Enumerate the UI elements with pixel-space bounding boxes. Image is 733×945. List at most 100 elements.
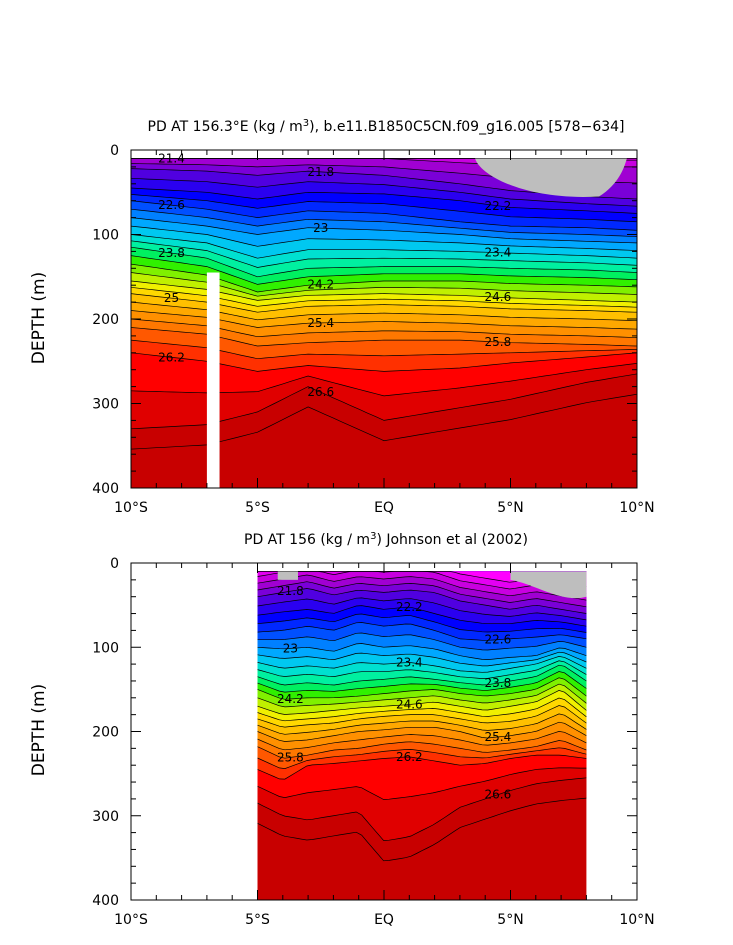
contour-26.6 (257, 777, 587, 841)
contour-label-26.6: 26.6 (484, 788, 511, 802)
contour-22.0 (130, 177, 638, 207)
contour-23.4 (257, 656, 587, 673)
contour-25.8 (257, 740, 587, 759)
x-tick-label: 5°S (245, 500, 270, 516)
missing-patch (475, 158, 627, 197)
panel2-title: PD AT 156 (kg / m3) Johnson et al (2002) (244, 531, 528, 548)
contour-23.2 (257, 651, 587, 667)
contour-label-21.8: 21.8 (307, 165, 334, 179)
contour-label-26.2: 26.2 (158, 350, 185, 364)
contour-label-24.6: 24.6 (396, 698, 423, 712)
panel2-mask (277, 571, 587, 599)
contour-label-22.6: 22.6 (158, 198, 185, 212)
contour-22.6 (257, 622, 587, 641)
contour-label-24.6: 24.6 (484, 290, 511, 304)
contour-label-21.4: 21.4 (158, 151, 185, 165)
x-tick-label: 5°S (245, 912, 270, 928)
x-tick-label: 10°N (619, 500, 654, 516)
contour-label-25.4: 25.4 (307, 316, 334, 330)
contour-25.4 (257, 721, 587, 742)
contour-25.6 (257, 731, 587, 751)
panel2-fill (257, 571, 587, 900)
contour-label-25: 25 (164, 291, 179, 305)
contour-label-21.8: 21.8 (277, 584, 304, 598)
contour-24.0 (130, 255, 638, 285)
panel-model: PD AT 156.3°E (kg / m3), b.e11.B1850C5CN… (29, 118, 655, 516)
contour-23.8 (257, 664, 587, 686)
contour-23.6 (130, 240, 638, 268)
x-tick-label: 5°N (497, 500, 523, 516)
missing-patch-small (277, 571, 298, 580)
contour-label-22.6: 22.6 (484, 633, 511, 647)
contour-label-23.4: 23.4 (484, 246, 511, 260)
contour-label-25.8: 25.8 (484, 335, 511, 349)
contour-25.0 (257, 705, 587, 728)
x-tick-label: 10°S (114, 500, 148, 516)
contour-23.6 (257, 660, 587, 679)
contour-label-22.2: 22.2 (396, 600, 423, 614)
contour-22.0 (257, 597, 587, 621)
contour-24.6 (257, 690, 587, 715)
contour-22.4 (130, 194, 638, 223)
contour-23.8 (130, 246, 638, 278)
panel2-contour-labels: 21.8 22.2 22.6 23 23.4 23.8 24.2 24.6 25.4 25.8 26… (277, 584, 511, 801)
y-tick-label: 200 (92, 725, 119, 741)
y-tick-label: 400 (92, 893, 119, 909)
contour-21.4 (257, 574, 587, 601)
contour-26.0 (257, 747, 587, 769)
contour-26.8 (257, 797, 587, 862)
x-tick-label: EQ (374, 500, 394, 516)
contour-22.4 (257, 613, 587, 633)
panel1-contour-labels: 21.4 21.8 22.2 22.6 23 23.4 23.8 24.2 24.6 25 25.4… (158, 151, 511, 399)
contour-label-23: 23 (313, 221, 328, 235)
panel1-mask (206, 158, 627, 488)
fill-band-21.0 (257, 571, 587, 587)
x-tick-label: 5°N (497, 912, 523, 928)
contour-23.4 (130, 234, 638, 259)
panel2-axes: 0 100 200 300 400 10°S 5°S EQ 5°N 10°N (92, 556, 654, 928)
contour-24.8 (257, 697, 587, 722)
panel1-axes: 0 100 200 300 400 10°S 5°S EQ 5°N 10°N (92, 143, 654, 516)
panel1-ylabel: DEPTH (m) (29, 272, 49, 364)
contour-24.0 (257, 671, 587, 693)
y-tick-label: 100 (92, 228, 119, 244)
y-tick-label: 400 (92, 481, 119, 497)
y-tick-label: 200 (92, 312, 119, 328)
contour-label-25.4: 25.4 (484, 730, 511, 744)
contour-label-23: 23 (283, 641, 298, 655)
x-tick-label: EQ (374, 912, 394, 928)
contour-24.2 (257, 677, 587, 700)
x-tick-label: 10°S (114, 912, 148, 928)
contour-24.4 (257, 683, 587, 708)
y-tick-label: 100 (92, 640, 119, 656)
contour-23.0 (257, 643, 587, 660)
y-tick-label: 300 (92, 397, 119, 413)
y-tick-label: 300 (92, 809, 119, 825)
contour-label-22.2: 22.2 (484, 199, 511, 213)
contour-21.8 (257, 588, 587, 614)
contour-23.2 (130, 225, 638, 251)
contour-21.6 (257, 581, 587, 608)
panel2-contours (257, 571, 587, 862)
contour-label-23.8: 23.8 (158, 246, 185, 260)
contour-22.2 (130, 187, 638, 214)
x-tick-label: 10°N (619, 912, 654, 928)
y-tick-label: 0 (110, 556, 119, 572)
contour-label-26.6: 26.6 (307, 385, 334, 399)
contour-25.2 (257, 713, 587, 735)
contour-26.2 (257, 754, 587, 780)
missing-column (206, 272, 220, 488)
contour-22.8 (257, 632, 587, 651)
contour-23.0 (130, 217, 638, 244)
contour-label-24.2: 24.2 (307, 277, 334, 291)
y-tick-label: 0 (110, 143, 119, 159)
contour-label-24.2: 24.2 (277, 692, 304, 706)
contour-22.8 (130, 208, 638, 237)
panel1-title: PD AT 156.3°E (kg / m3), b.e11.B1850C5CN… (148, 118, 625, 135)
contour-label-25.8: 25.8 (277, 750, 304, 764)
panel2-ylabel: DEPTH (m) (29, 684, 49, 776)
contour-26.4 (257, 767, 587, 800)
contour-label-23.8: 23.8 (484, 676, 511, 690)
contour-label-26.2: 26.2 (396, 750, 423, 764)
